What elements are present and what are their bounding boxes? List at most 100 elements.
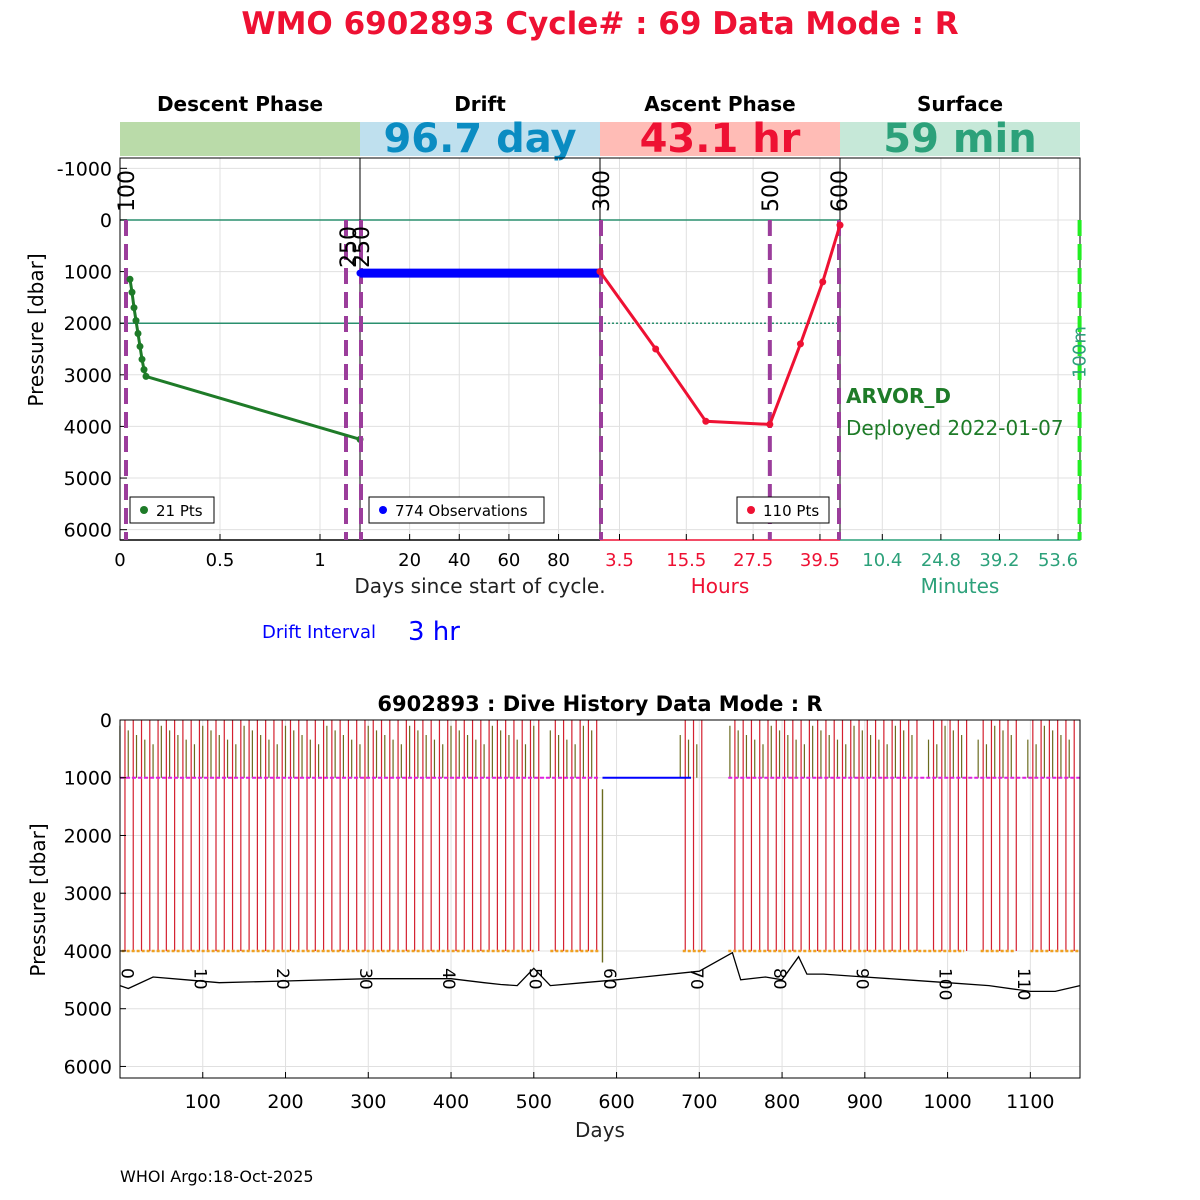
data-point [596, 268, 604, 276]
legend-label: 21 Pts [156, 502, 203, 520]
legend-descent: 21 Pts [129, 496, 215, 524]
cycle-number-label: 110 [1013, 968, 1033, 1000]
y-axis-label: Pressure [dbar] [24, 253, 48, 406]
data-point [132, 317, 140, 325]
x-tick-label: 1100 [1006, 1091, 1054, 1113]
x-tick-label: 39.5 [800, 550, 840, 571]
x-axis-label-ascent: Hours [691, 574, 750, 598]
phase-marker-label: 100 [115, 170, 140, 212]
data-point [819, 278, 827, 286]
y-tick-label: 2000 [64, 313, 112, 335]
series-line-descent [128, 279, 361, 441]
legend-label: 110 Pts [763, 502, 819, 520]
data-point [766, 420, 774, 428]
cycle-number-label: 30 [355, 968, 375, 990]
drift-interval-label: Drift Interval [262, 622, 376, 643]
data-point [140, 366, 148, 374]
legend-box [368, 496, 545, 524]
x-tick-label: 0.5 [206, 550, 235, 571]
data-point [134, 330, 142, 338]
data-point [126, 275, 134, 283]
cycle-number-label: 60 [599, 968, 619, 990]
y-tick-label: 4000 [64, 416, 112, 438]
y-tick-label: 5000 [64, 999, 112, 1021]
data-point [652, 345, 660, 353]
cycle-number-label: 70 [686, 968, 706, 990]
data-point [138, 355, 146, 363]
data-point [702, 417, 710, 425]
x-tick-label: 500 [516, 1091, 552, 1113]
phase-band-1 [360, 122, 600, 156]
legend-marker [747, 506, 755, 514]
phase-name-0: Descent Phase [157, 92, 323, 116]
x-tick-label: 20 [398, 550, 421, 571]
x-tick-label: 27.5 [733, 550, 773, 571]
y-tick-label: 0 [100, 710, 112, 732]
series-line-ascent [598, 224, 842, 426]
series-points-ascent [596, 221, 844, 428]
y-tick-label: 3000 [64, 883, 112, 905]
phase-band-2 [600, 122, 840, 156]
y-tick-label: 1000 [64, 262, 112, 284]
float-deployed: Deployed 2022-01-07 [846, 416, 1064, 440]
phase-value-3: 59 min [883, 116, 1036, 162]
x-tick-label: 700 [681, 1091, 717, 1113]
x-tick-label: 10.4 [862, 550, 902, 571]
plot-frame [119, 719, 1081, 1079]
series-points-descent [126, 275, 364, 443]
x-tick-label: 15.5 [666, 550, 706, 571]
phase-marker-label: 300 [590, 170, 615, 212]
y-tick-label: -1000 [57, 158, 112, 180]
cycle-number-label: 20 [272, 968, 292, 990]
phase-band-3 [840, 122, 1080, 156]
legend-marker [140, 506, 148, 514]
phase-name-2: Ascent Phase [644, 92, 795, 116]
dive-history-chart: 6902893 : Dive History Data Mode : R 0 10 2… [26, 692, 1081, 1142]
y-tick-label: 6000 [64, 1056, 112, 1078]
y-tick-label: 0 [100, 210, 112, 232]
chart-title: 6902893 : Dive History Data Mode : R [377, 692, 822, 716]
cycle-number-label: 80 [769, 968, 789, 990]
x-tick-label: 300 [350, 1091, 386, 1113]
phase-marker-label: 500 [759, 170, 784, 212]
x-tick-label: 0 [114, 550, 125, 571]
phase-marker-label: 250 [350, 226, 375, 268]
cycle-number-label: 0 [117, 968, 137, 979]
x-tick-label: 80 [547, 550, 570, 571]
legend-ascent: 110 Pts [736, 496, 830, 524]
phase-value-1: 96.7 day [383, 116, 576, 162]
y-tick-label: 2000 [64, 825, 112, 847]
x-tick-label: 400 [433, 1091, 469, 1113]
x-tick-label: 600 [598, 1091, 634, 1113]
y-axis-label: Pressure [dbar] [26, 823, 50, 976]
data-point [128, 288, 136, 296]
phase-value-2: 43.1 hr [640, 116, 801, 162]
x-tick-label: 39.2 [979, 550, 1019, 571]
bathymetry-line [119, 951, 1081, 993]
phase-marker-label: 250 [337, 226, 362, 268]
drift-interval-value: 3 hr [408, 617, 460, 647]
legend-drift: 774 Observations [368, 496, 545, 524]
x-tick-label: 100 [185, 1091, 221, 1113]
x-tick-label: 60 [497, 550, 520, 571]
x-axis-label-surface: Minutes [921, 574, 1000, 598]
surface-depth-marker-label: 100m [1070, 326, 1091, 378]
x-tick-label: 24.8 [921, 550, 961, 571]
phase-name-3: Surface [917, 92, 1003, 116]
cycle-number-label: 10 [189, 968, 209, 990]
legend-marker [379, 506, 387, 514]
phase-marker-label: 600 [828, 170, 853, 212]
x-axis-label: Days [575, 1118, 625, 1142]
y-tick-label: 3000 [64, 365, 112, 387]
x-tick-label: 900 [847, 1091, 883, 1113]
phase-band-0 [120, 122, 360, 156]
data-point [796, 340, 804, 348]
data-point [836, 221, 844, 229]
data-point [356, 269, 364, 277]
footer-credit: WHOI Argo:18-Oct-2025 [120, 1167, 314, 1186]
x-tick-label: 1000 [923, 1091, 971, 1113]
cycle-number-label: 100 [934, 968, 954, 1000]
x-tick-label: 3.5 [605, 550, 634, 571]
x-tick-label: 1 [314, 550, 325, 571]
x-tick-label: 53.6 [1038, 550, 1078, 571]
